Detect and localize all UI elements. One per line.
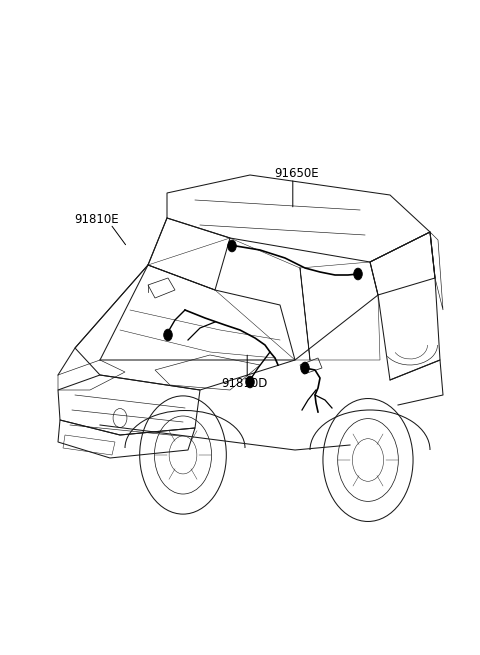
Circle shape (164, 329, 172, 341)
Circle shape (300, 362, 309, 374)
Circle shape (228, 240, 236, 252)
Circle shape (354, 268, 362, 280)
Text: 91810E: 91810E (74, 213, 119, 226)
Circle shape (246, 376, 254, 388)
Text: 91810D: 91810D (221, 377, 267, 390)
Text: 91650E: 91650E (275, 167, 319, 180)
